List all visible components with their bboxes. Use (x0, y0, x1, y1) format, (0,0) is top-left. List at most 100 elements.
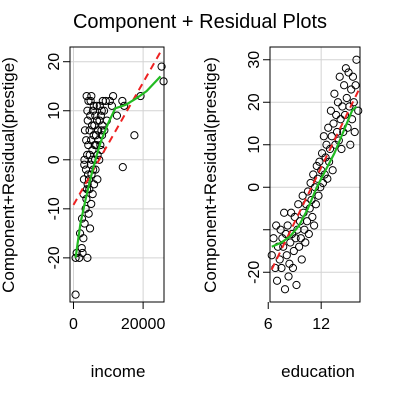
panel-education-data-point (339, 127, 348, 137)
panel-income-data-point (98, 121, 107, 130)
panel-education-data-point (298, 191, 307, 200)
panel-income-data-point (87, 199, 96, 209)
panel-education-data-point (315, 157, 324, 166)
panel-education-data-point (351, 81, 360, 90)
panel-education-ticks: 6 12 -20 0 10 20 30 (246, 51, 330, 333)
panel-education-data-point (342, 93, 351, 103)
panel-education-data-point (267, 251, 276, 260)
panel-education-data-point (291, 234, 300, 243)
panel-income-data-point (83, 106, 92, 115)
panel-income-y-tick-label: -20 (46, 246, 63, 269)
panel-education-data-point (275, 255, 284, 264)
panel-income-data-point (92, 101, 101, 110)
panel-education-data-point (333, 98, 343, 107)
panel-education-data-point (296, 234, 305, 243)
panel-income-data-point (91, 111, 100, 120)
panel-income-data-point (93, 175, 102, 184)
panel-education-data-point (282, 251, 291, 260)
panel-education-y-tick-label: 10 (246, 136, 263, 154)
panel-income-data-point (78, 248, 87, 258)
panel-education-data-point (292, 280, 301, 290)
panel-education-data-point (279, 242, 288, 251)
panel-income-x-label: income (91, 362, 146, 381)
panel-education-data-point (344, 68, 353, 77)
panel-education-data-point (289, 246, 298, 256)
panel-income-data-point (157, 62, 166, 71)
panel-education-data-point (324, 123, 333, 132)
panel-education-data-point (350, 127, 359, 137)
panel-income-y-tick-label: 0 (46, 155, 63, 164)
panel-income-data-point (85, 126, 94, 135)
panel-income-data-point (93, 126, 103, 135)
panel-education-data-point (332, 110, 341, 120)
panel-education-y-tick-label: 0 (246, 183, 263, 192)
panel-income-data-point (118, 96, 127, 106)
panel-education-data-point (352, 55, 361, 64)
panel-income-data-point (80, 126, 90, 135)
panel-education-data-point (329, 119, 338, 128)
panel-education-data-point (286, 238, 295, 247)
panel-education-data-point (314, 191, 323, 200)
panel-education-data-point (283, 221, 292, 230)
panel-income-data-point (91, 131, 101, 140)
panel-education-data-point (340, 110, 350, 120)
panel-income-y-label: Component+Residual(prestige) (0, 57, 18, 293)
panel-education-data-point (300, 225, 309, 234)
panel-income-linear-fit-line (72, 51, 162, 206)
panel-income-data-point (99, 106, 109, 115)
panel-income-data-point (79, 234, 88, 243)
panel-income-y-tick-label: 20 (46, 53, 63, 71)
panel-income-data-point (80, 160, 89, 169)
panel-income-data-point (97, 106, 106, 115)
panel-income-data-point (89, 101, 98, 110)
panel-education-data-point (272, 221, 281, 230)
panel-income-x-tick-label: 20000 (121, 316, 166, 333)
panel-education-data-point (309, 170, 318, 179)
panel-education-data-point (276, 225, 285, 234)
panel-education-x-tick-label: 6 (264, 316, 273, 333)
panel-education-data-point (346, 140, 355, 149)
panel-income-data-point (159, 77, 168, 86)
panel-education-data-point (294, 200, 303, 209)
panel-income-data-point (112, 111, 122, 120)
figure-title: Component + Residual Plots (73, 11, 327, 33)
panel-education-linear-fit-line (270, 86, 361, 271)
panel-education-data-point (310, 221, 319, 230)
panel-education-data-point (302, 217, 312, 226)
panel-income-data-point (82, 91, 91, 101)
panel-income-data-point (71, 290, 80, 299)
panel-income-data-point (83, 150, 92, 159)
panel-education-data-point (341, 64, 350, 73)
panel-education-data-point (326, 106, 335, 115)
panel-education-data-point (297, 255, 306, 264)
panel-education-data-point (269, 234, 278, 243)
panel-income-data-point (130, 131, 139, 140)
panel-income-lines (72, 51, 162, 259)
panel-income-smooth-line (74, 75, 162, 259)
panel-education-data-point (336, 115, 345, 124)
panel-education-data-point (272, 276, 282, 285)
panel-education-data-point (303, 187, 313, 196)
panel-education-data-point (280, 285, 290, 294)
panel-education-data-point (304, 229, 313, 239)
panel-education-lines (270, 86, 361, 271)
panel-education-y-label: Component+Residual(prestige) (201, 57, 220, 293)
panel-education-data-point (277, 263, 286, 273)
panel-education-y-tick-label: 30 (246, 51, 263, 69)
panel-education-x-label: education (281, 362, 355, 381)
panel-education-data-point (340, 81, 349, 90)
panel-income-data-point (136, 91, 145, 101)
panel-income-data-point (108, 91, 118, 101)
panel-income-data-point (82, 136, 91, 145)
panel-income-grid (70, 47, 164, 302)
panel-income-data-point (85, 150, 94, 159)
panel-education-y-tick-label: -20 (246, 261, 263, 284)
panel-education-data-point (330, 89, 339, 98)
panel-education-data-point (345, 102, 354, 111)
panel-income-data-point (84, 209, 93, 218)
panel-education-data-point (319, 132, 328, 141)
panel-education-data-point (284, 272, 293, 281)
panel-income: 0 20000 -20 -10 0 10 20 income Component+Resid… (0, 46, 168, 381)
panel-income-data-point (84, 96, 93, 106)
